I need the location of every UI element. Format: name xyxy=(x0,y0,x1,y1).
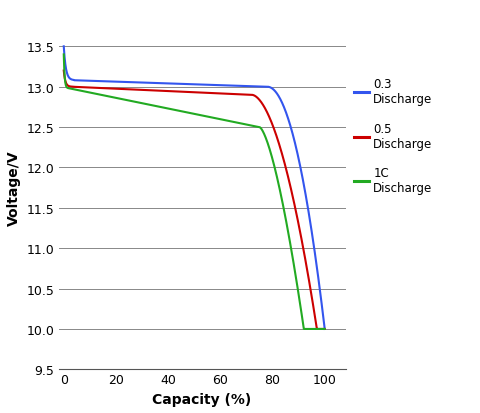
Legend: 0.3
Discharge, 0.5
Discharge, 1C
Discharge: 0.3 Discharge, 0.5 Discharge, 1C Dischar… xyxy=(354,78,432,195)
Y-axis label: Voltage/V: Voltage/V xyxy=(7,150,21,226)
X-axis label: Capacity (%): Capacity (%) xyxy=(153,392,252,406)
